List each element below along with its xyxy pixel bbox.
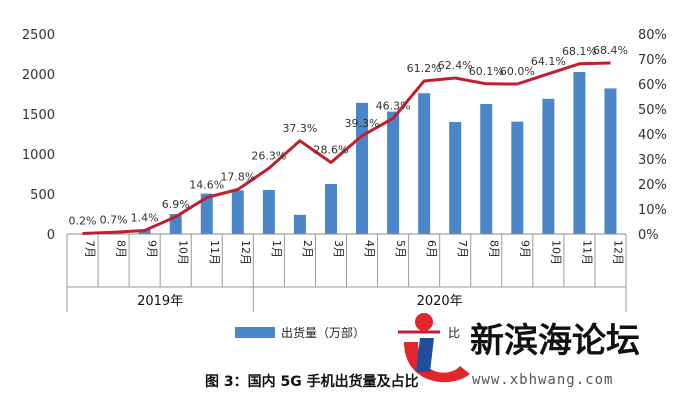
bar [542,98,555,234]
bar [449,122,462,234]
left-y-axis: 0 500 1000 1500 2000 2500 [22,28,55,243]
x-axis-tick-label: 4月 [363,240,376,258]
x-axis-tick-label: 7月 [84,240,97,258]
watermark-logo: 新滨海论坛 www.xbhwang.com [404,313,640,388]
x-axis-tick-label: 8月 [487,240,500,258]
watermark-brand: 新滨海论坛 [470,321,640,361]
left-axis-tick-label: 1000 [22,148,55,163]
line-data-label: 28.6% [313,144,348,157]
bar [387,111,400,234]
x-axis-tick-label: 6月 [425,240,438,258]
line-data-label: 37.3% [282,122,317,135]
left-axis-tick-label: 500 [30,188,55,203]
x-axis-tick-label: 12月 [611,240,624,265]
line-data-label: 64.1% [531,55,566,68]
right-axis-tick-label: 0% [638,228,659,243]
line-data-label: 0.7% [100,213,128,226]
right-axis-tick-label: 60% [638,78,667,93]
right-axis-tick-label: 20% [638,178,667,193]
bar [418,93,431,234]
x-axis-tick-label: 2月 [301,240,314,258]
line-data-label: 62.4% [438,59,473,72]
logo-red-swoosh [404,342,470,383]
line-data-label: 26.3% [251,149,286,162]
bar [293,214,306,234]
bar [511,121,524,234]
x-axis-year-label: 2019年 [137,294,183,309]
right-axis-tick-label: 30% [638,153,667,168]
x-axis-tick-label: 3月 [332,240,345,258]
x-axis-tick-label: 12月 [239,240,252,265]
watermark-url: www.xbhwang.com [472,372,613,388]
right-axis-tick-label: 70% [638,53,667,68]
line-data-labels: 0.2% 0.7% 1.4%6.9% 14.6%17.8% 26.3% 37.3% 28.6… [69,44,628,228]
logo-red-dot [415,313,433,331]
legend-bar-swatch [235,327,275,338]
x-axis-year-label: 2020年 [417,294,463,309]
line-data-label: 14.6% [189,179,224,192]
x-axis: 7月 8月 9月 10月 11月 12月 1月 2月 3月 4月 5月 6月 7月 8月 9月 10月 11月 1… [66,233,627,312]
x-axis-tick-label: 1月 [270,240,283,258]
left-axis-tick-label: 2000 [22,68,55,83]
bar [262,190,275,234]
line-data-label: 1.4% [131,212,159,225]
legend-line-label: 比 [448,326,460,340]
line-data-label: 68.4% [593,44,628,57]
chart-caption: 图 3：国内 5G 手机出货量及占比 [205,373,419,390]
x-axis-tick-label: 7月 [456,240,469,258]
legend: 出货量（万部） 比 [235,325,460,340]
bar-series [76,72,617,235]
x-axis-tick-label: 8月 [115,240,128,258]
line-data-label: 46.3% [376,99,411,112]
bar [231,190,244,234]
right-axis-tick-label: 80% [638,28,667,43]
x-axis-tick-label: 11月 [580,240,593,265]
right-axis-tick-label: 40% [638,128,667,143]
x-axis-tick-label: 11月 [208,240,221,265]
line-data-label: 17.8% [220,171,255,184]
bar [200,193,213,234]
bar [604,88,617,235]
line-series [82,61,611,235]
line-data-label: 6.9% [162,198,190,211]
x-axis-tick-label: 10月 [549,240,562,265]
x-axis-tick-label: 9月 [518,240,531,258]
right-axis-tick-label: 50% [638,103,667,118]
left-axis-tick-label: 0 [47,228,55,243]
x-axis-tick-label: 9月 [146,240,159,258]
legend-bar-label: 出货量（万部） [281,325,365,340]
line-data-label: 60.0% [500,65,535,78]
line-data-label: 39.3% [345,117,380,130]
line-data-label: 0.2% [69,215,97,228]
x-axis-tick-label: 5月 [394,240,407,258]
bar [480,104,493,234]
bar [573,72,586,234]
right-axis-tick-label: 10% [638,203,667,218]
x-axis-tick-label: 10月 [177,240,190,265]
left-axis-tick-label: 1500 [22,108,55,123]
bar [324,184,337,234]
line-data-label: 60.1% [469,65,504,78]
line-data-label: 68.1% [562,45,597,58]
right-y-axis: 0% 10% 20% 30% 40% 50% 60% 70% 80% [638,28,667,243]
line-series-path [82,61,611,235]
line-data-label: 61.2% [407,62,442,75]
left-axis-tick-label: 2500 [22,28,55,43]
logo-blue-swoosh [416,338,434,372]
